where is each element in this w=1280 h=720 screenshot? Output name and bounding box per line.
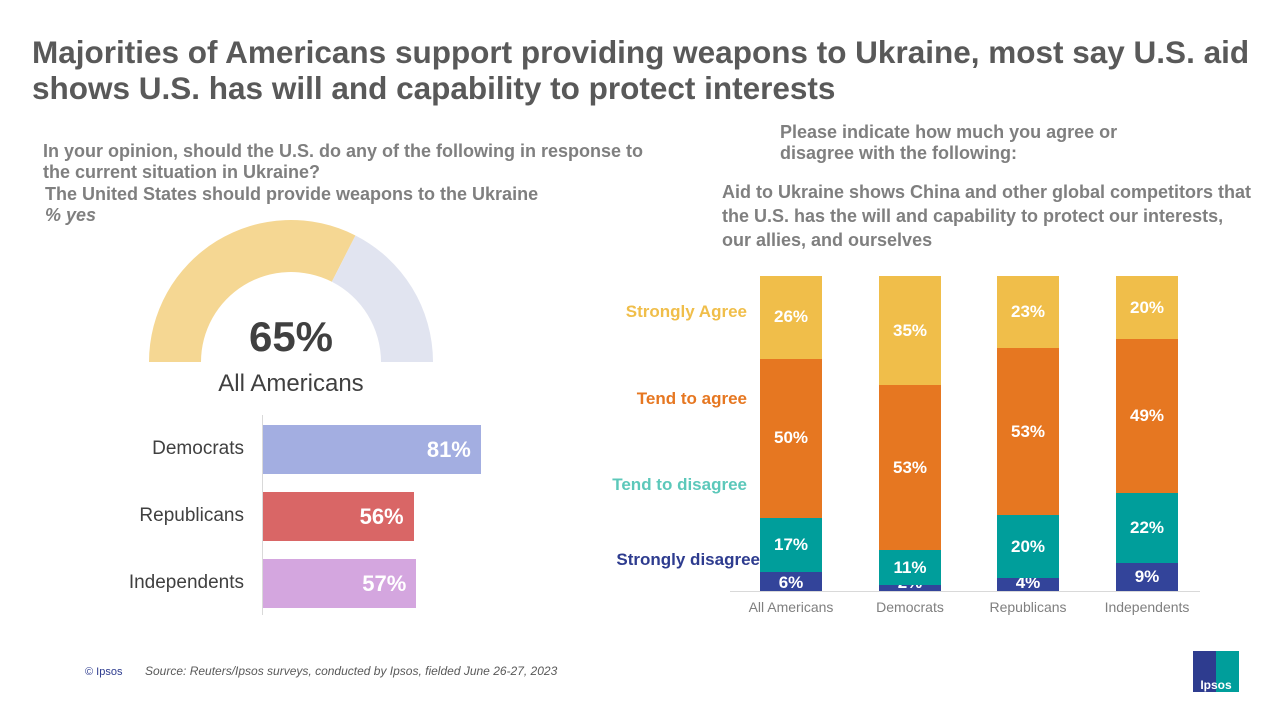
page-title: Majorities of Americans support providin… <box>32 34 1250 106</box>
stack-segment: 6% <box>760 571 822 592</box>
x-tick-label: Independents <box>1104 599 1190 615</box>
stack-segment: 11% <box>879 550 941 585</box>
stack-segment: 53% <box>879 385 941 551</box>
right-question: Please indicate how much you agree or di… <box>780 122 1118 163</box>
hbar-label: Independents <box>128 572 244 593</box>
segment-label: 17% <box>773 534 809 554</box>
gauge-category: All Americans <box>218 370 364 397</box>
legend-label: Strongly Agree <box>625 302 747 321</box>
hbar-value: 56% <box>359 503 404 529</box>
segment-label: 20% <box>1010 536 1046 556</box>
hbar-axis <box>262 415 263 615</box>
legend-label: Strongly disagree <box>616 550 760 569</box>
left-statement: The United States should provide weapons… <box>45 184 539 204</box>
stack-segment: 4% <box>997 574 1059 591</box>
hbar: 81% <box>263 425 481 474</box>
legend-label: Tend to agree <box>636 389 747 408</box>
hbar-label: Democrats <box>152 438 244 459</box>
segment-label: 20% <box>1129 297 1165 317</box>
segment-label: 22% <box>1129 517 1165 537</box>
segment-label: 53% <box>1010 421 1046 441</box>
gauge-fill <box>149 220 356 362</box>
x-axis <box>730 591 1200 592</box>
stack-segment: 17% <box>760 517 822 572</box>
stack-segment: 22% <box>1116 493 1178 563</box>
stack-segment: 23% <box>997 276 1059 349</box>
legend-label: Tend to disagree <box>612 475 747 494</box>
x-tick-label: Democrats <box>876 599 944 615</box>
segment-label: 9% <box>1134 566 1160 586</box>
stack-segment: 2% <box>879 574 941 591</box>
x-tick-label: All Americans <box>748 599 834 615</box>
gauge-remainder <box>331 235 433 362</box>
segment-label: 50% <box>773 428 809 448</box>
segment-label: 26% <box>773 307 809 327</box>
stack-segment: 20% <box>997 515 1059 579</box>
right-statement: Aid to Ukraine shows China and other glo… <box>722 182 1252 250</box>
hbar-value: 81% <box>426 436 471 462</box>
gauge-value: 65% <box>248 313 334 360</box>
segment-label: 53% <box>892 457 928 477</box>
stack-segment: 9% <box>1116 562 1178 591</box>
left-question: In your opinion, should the U.S. do any … <box>43 141 643 182</box>
ipsos-logo: Ipsos <box>1193 651 1239 692</box>
segment-label: 6% <box>778 572 804 592</box>
hbar: 57% <box>263 559 417 608</box>
gauge-chart <box>149 220 433 362</box>
logo-text: Ipsos <box>1200 678 1232 692</box>
hbar: 56% <box>263 492 414 541</box>
stack-segment: 35% <box>879 276 941 386</box>
stack-segment: 49% <box>1116 339 1178 494</box>
left-measure: % yes <box>45 205 97 225</box>
segment-label: 35% <box>892 320 928 340</box>
stack-segment: 50% <box>760 358 822 518</box>
segment-label: 23% <box>1010 302 1046 322</box>
stack-segment: 26% <box>760 276 822 359</box>
stack-segment: 20% <box>1116 276 1178 339</box>
hbar-label: Republicans <box>139 505 244 526</box>
copyright: © Ipsos <box>85 666 123 678</box>
segment-label: 11% <box>893 557 927 577</box>
x-tick-label: Republicans <box>989 599 1067 615</box>
hbar-value: 57% <box>362 570 407 596</box>
segment-label: 49% <box>1129 406 1165 426</box>
stack-segment: 53% <box>997 348 1059 516</box>
source-note: Source: Reuters/Ipsos surveys, conducted… <box>145 664 558 678</box>
